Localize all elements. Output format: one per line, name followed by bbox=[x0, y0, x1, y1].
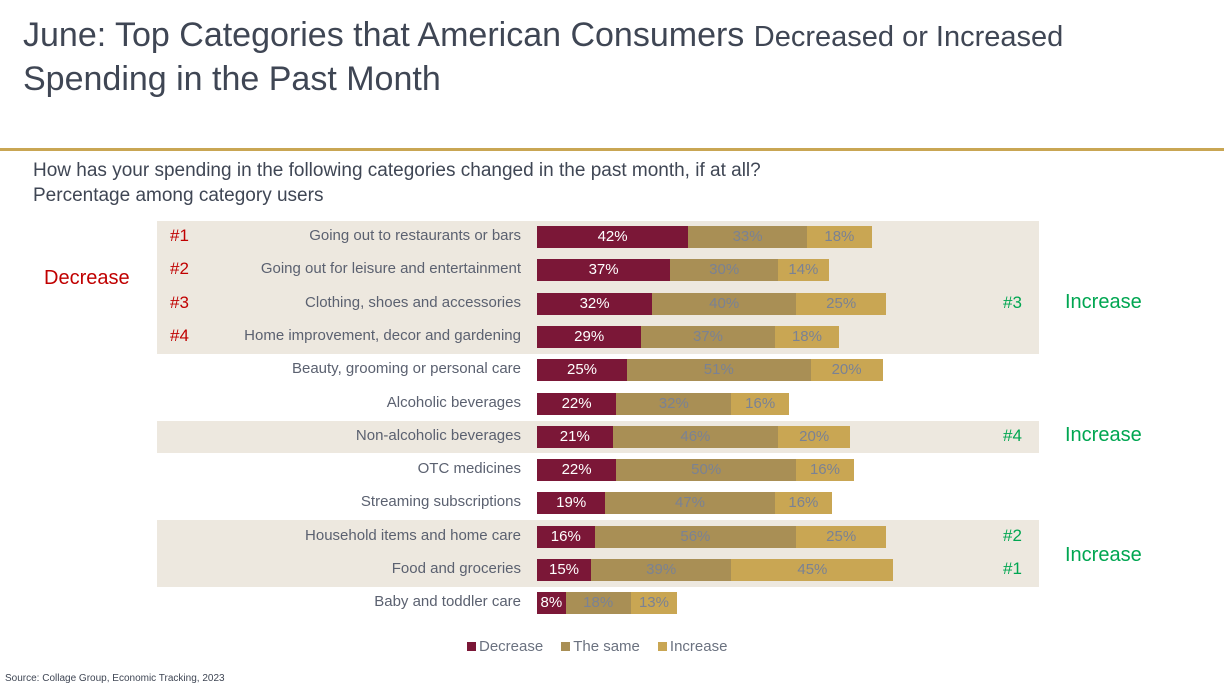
bar-increase: 14% bbox=[778, 259, 829, 282]
bar-decrease: 32% bbox=[537, 292, 653, 315]
increase-rank: #3 bbox=[1003, 292, 1022, 312]
bar-increase: 16% bbox=[774, 492, 833, 515]
slide-title: June: Top Categories that American Consu… bbox=[23, 14, 1063, 100]
category-label: Alcoholic beverages bbox=[386, 393, 521, 411]
legend: Decrease The same Increase bbox=[467, 638, 727, 655]
bar-increase: 16% bbox=[731, 392, 789, 415]
legend-decrease: Decrease bbox=[467, 638, 543, 655]
decrease-rank: #3 bbox=[170, 292, 189, 312]
bar-the-same: 32% bbox=[616, 392, 732, 415]
bar-the-same: 51% bbox=[627, 359, 811, 382]
decrease-rank: #1 bbox=[170, 226, 189, 245]
bar-decrease: 19% bbox=[537, 492, 606, 515]
bar-decrease: 16% bbox=[537, 525, 595, 548]
category-label: Going out to restaurants or bars bbox=[309, 227, 521, 244]
bar-decrease: 15% bbox=[537, 559, 591, 581]
category-label: Beauty, grooming or personal care bbox=[291, 360, 521, 378]
category-label: Baby and toddler care bbox=[374, 593, 521, 611]
category-label: Food and groceries bbox=[391, 560, 521, 577]
title-main: June: Top Categories that American Consu… bbox=[23, 16, 754, 54]
category-label: Clothing, shoes and accessories bbox=[305, 293, 521, 311]
category-label: Household items and home care bbox=[305, 526, 521, 544]
title-line2: Spending in the Past Month bbox=[23, 60, 441, 98]
title-decreased: Decreased bbox=[753, 21, 903, 53]
category-label: Streaming subscriptions bbox=[360, 493, 521, 511]
legend-label: Increase bbox=[669, 638, 728, 655]
increase-rank: #4 bbox=[1003, 425, 1022, 445]
bar-decrease: 21% bbox=[537, 425, 613, 448]
category-label: Home improvement, decor and gardening bbox=[244, 326, 521, 344]
increase-rank: #1 bbox=[1003, 559, 1022, 578]
decrease-annotation: Decrease bbox=[44, 267, 130, 289]
bar-increase: 25% bbox=[796, 525, 887, 548]
legend-increase: Increase bbox=[657, 638, 728, 655]
bar-the-same: 47% bbox=[605, 492, 775, 515]
legend-label: Decrease bbox=[479, 638, 544, 655]
title-increased: or Increased bbox=[902, 21, 1064, 53]
bar-increase: 45% bbox=[731, 559, 894, 581]
bar-the-same: 40% bbox=[652, 292, 797, 315]
increase-annotation-2: Increase bbox=[1065, 424, 1142, 446]
divider bbox=[0, 148, 1224, 151]
bar-increase: 13% bbox=[630, 592, 678, 615]
source-note: Source: Collage Group, Economic Tracking… bbox=[5, 673, 225, 684]
legend-same: The same bbox=[561, 638, 640, 655]
bar-decrease: 37% bbox=[537, 259, 671, 282]
bar-increase: 16% bbox=[796, 459, 854, 482]
increase-rank: #2 bbox=[1003, 525, 1022, 545]
question: How has your spending in the following c… bbox=[33, 158, 761, 208]
bar-decrease: 42% bbox=[537, 226, 689, 248]
bar-the-same: 50% bbox=[616, 459, 797, 482]
bar-increase: 25% bbox=[796, 292, 887, 315]
category-label: Non-alcoholic beverages bbox=[355, 426, 521, 444]
bar-decrease: 22% bbox=[537, 392, 617, 415]
bar-the-same: 46% bbox=[612, 425, 779, 448]
category-label: Going out for leisure and entertainment bbox=[260, 260, 521, 278]
category-label: OTC medicines bbox=[417, 460, 521, 478]
bar-increase: 20% bbox=[810, 359, 883, 382]
bar-the-same: 39% bbox=[591, 559, 732, 581]
legend-label: The same bbox=[573, 638, 640, 655]
bar-decrease: 22% bbox=[537, 459, 617, 482]
bar-the-same: 30% bbox=[670, 259, 779, 282]
bar-decrease: 29% bbox=[537, 325, 642, 348]
bar-decrease: 25% bbox=[537, 359, 627, 382]
bar-the-same: 56% bbox=[594, 525, 797, 548]
increase-annotation-3: Increase bbox=[1065, 544, 1142, 566]
bar-the-same: 37% bbox=[641, 325, 775, 348]
decrease-rank: #2 bbox=[170, 259, 189, 279]
bar-increase: 18% bbox=[807, 226, 872, 248]
bar-the-same: 18% bbox=[565, 592, 631, 615]
bar-the-same: 33% bbox=[688, 226, 807, 248]
increase-annotation-1: Increase bbox=[1065, 291, 1142, 313]
bar-increase: 18% bbox=[774, 325, 840, 348]
decrease-rank: #4 bbox=[170, 325, 189, 345]
subtitle: Percentage among category users bbox=[33, 185, 324, 206]
bar-increase: 20% bbox=[778, 425, 851, 448]
question-text: How has your spending in the following c… bbox=[33, 160, 761, 181]
bar-decrease: 8% bbox=[537, 592, 566, 615]
